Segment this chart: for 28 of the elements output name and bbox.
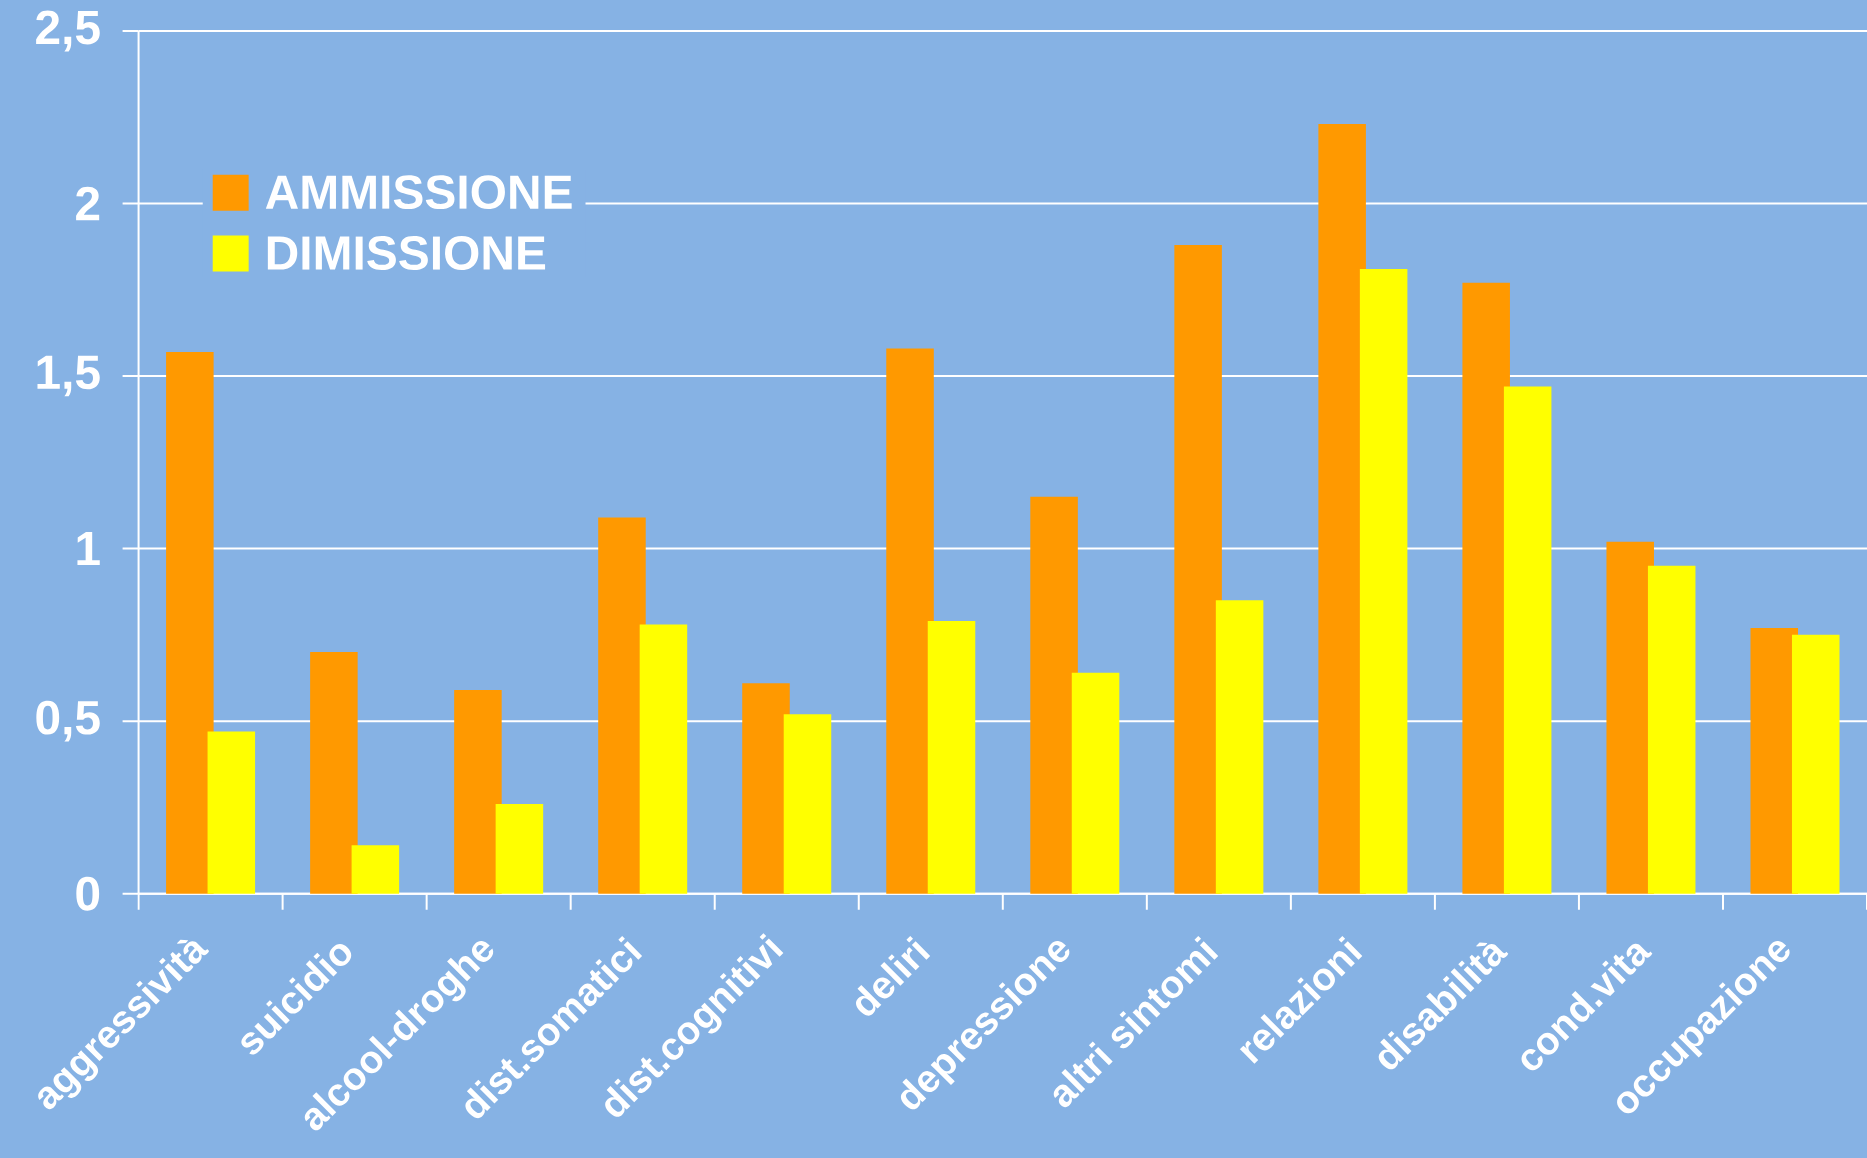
y-tick-label: 2,5: [36, 10, 100, 52]
y-tick-label: 0,5: [36, 700, 100, 742]
bar: [166, 351, 214, 894]
bar: [1318, 123, 1366, 894]
legend-label: AMMISSIONE: [265, 175, 572, 209]
bar: [1215, 600, 1264, 894]
bar: [1359, 268, 1408, 894]
y-tick-label: 0: [76, 876, 100, 911]
bar: [207, 731, 256, 894]
bar: [454, 689, 502, 894]
bar: [351, 845, 400, 894]
bar: [1071, 672, 1120, 894]
y-tick-label: 1: [77, 531, 100, 565]
bar: [598, 517, 646, 894]
bar: [1791, 634, 1840, 894]
bar: [1030, 496, 1078, 894]
y-tick-label: 1,5: [37, 355, 100, 397]
bar: [495, 803, 544, 894]
bar: [1503, 386, 1552, 894]
bar: [927, 620, 976, 894]
bar: [783, 714, 832, 894]
bar: [886, 348, 934, 894]
bar: [1174, 244, 1222, 894]
bar: [639, 624, 688, 894]
bar: [1647, 565, 1696, 894]
y-tick-label: 2: [76, 186, 100, 221]
legend-label: DIMISSIONE: [267, 235, 546, 270]
bar: [310, 651, 358, 894]
